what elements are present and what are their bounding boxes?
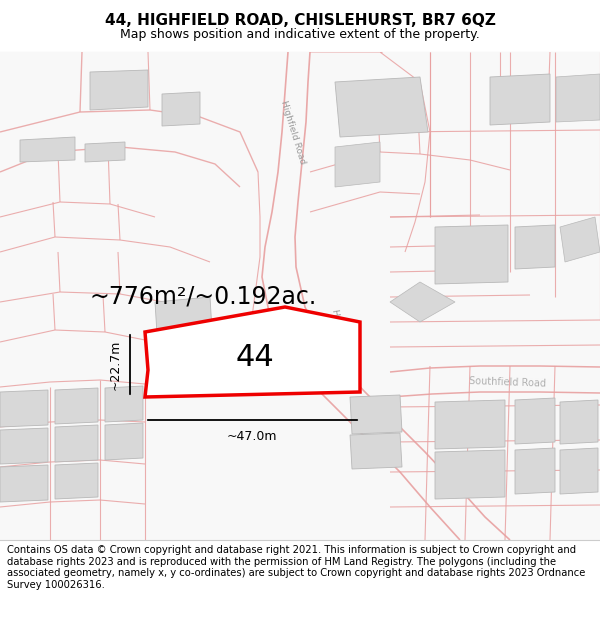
Polygon shape — [515, 225, 555, 269]
Polygon shape — [560, 448, 598, 494]
Polygon shape — [145, 307, 360, 397]
Polygon shape — [515, 448, 555, 494]
Text: Map shows position and indicative extent of the property.: Map shows position and indicative extent… — [120, 28, 480, 41]
Text: Southfield Road: Southfield Road — [469, 376, 547, 388]
Polygon shape — [560, 400, 598, 444]
Polygon shape — [55, 425, 98, 462]
Text: Highfield Road: Highfield Road — [330, 309, 350, 376]
Polygon shape — [556, 74, 600, 122]
Polygon shape — [90, 70, 148, 110]
Text: ~22.7m: ~22.7m — [109, 339, 122, 390]
Polygon shape — [162, 92, 200, 126]
Polygon shape — [335, 77, 428, 137]
Polygon shape — [350, 395, 402, 434]
Polygon shape — [390, 282, 455, 322]
Text: ~47.0m: ~47.0m — [227, 430, 277, 443]
Polygon shape — [435, 225, 508, 284]
Polygon shape — [85, 142, 125, 162]
Polygon shape — [0, 390, 48, 427]
Text: Highfield Road: Highfield Road — [279, 99, 307, 165]
Polygon shape — [515, 398, 555, 444]
Polygon shape — [105, 423, 143, 460]
Text: 44: 44 — [236, 342, 274, 371]
Polygon shape — [0, 465, 48, 502]
Polygon shape — [435, 400, 505, 449]
Polygon shape — [155, 297, 212, 334]
Polygon shape — [55, 388, 98, 424]
Polygon shape — [20, 137, 75, 162]
Polygon shape — [0, 428, 48, 464]
Polygon shape — [440, 242, 480, 272]
Polygon shape — [335, 142, 380, 187]
Polygon shape — [435, 450, 505, 499]
Text: ~776m²/~0.192ac.: ~776m²/~0.192ac. — [90, 285, 317, 309]
Polygon shape — [55, 463, 98, 499]
Polygon shape — [105, 386, 143, 422]
Text: 44, HIGHFIELD ROAD, CHISLEHURST, BR7 6QZ: 44, HIGHFIELD ROAD, CHISLEHURST, BR7 6QZ — [104, 13, 496, 28]
Polygon shape — [560, 217, 600, 262]
Text: Contains OS data © Crown copyright and database right 2021. This information is : Contains OS data © Crown copyright and d… — [7, 545, 586, 590]
Polygon shape — [350, 433, 402, 469]
Polygon shape — [490, 74, 550, 125]
